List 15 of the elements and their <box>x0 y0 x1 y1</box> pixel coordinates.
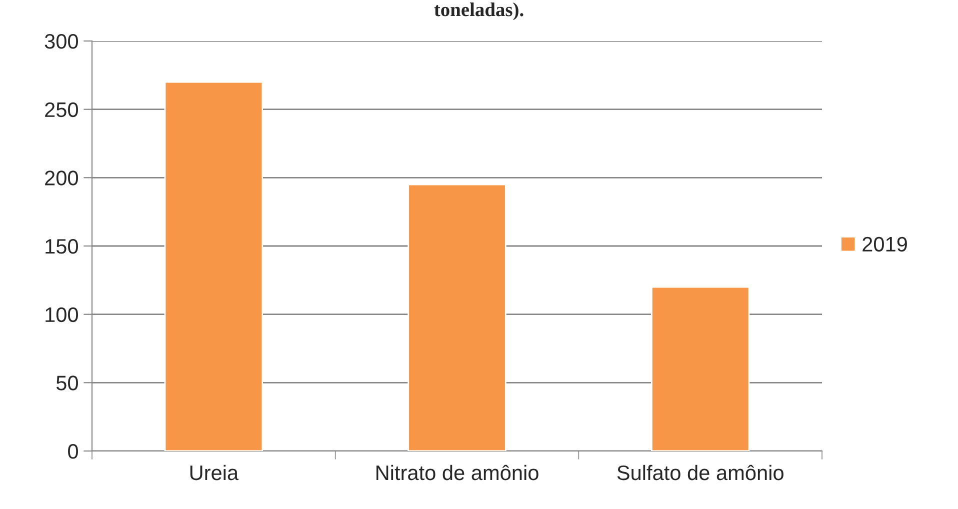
y-tick-label: 300 <box>44 34 78 49</box>
y-tick-label: 200 <box>45 170 78 186</box>
chart-title: toneladas). <box>434 2 524 20</box>
x-tick-label: Nitrato de amônio <box>376 464 538 480</box>
y-tick-label: 100 <box>46 307 78 322</box>
y-tick-label: 150 <box>46 239 78 254</box>
y-tick-label: 0 <box>68 444 78 459</box>
bar <box>408 184 506 451</box>
bar <box>650 286 750 451</box>
x-tick-label: Sulfato de amônio <box>617 464 784 480</box>
bar <box>164 81 264 451</box>
legend-label: 2019 <box>862 236 907 252</box>
y-tick-label: 50 <box>56 376 78 390</box>
y-tick-label: 250 <box>45 102 78 118</box>
x-tick-label: Ureia <box>190 464 239 480</box>
